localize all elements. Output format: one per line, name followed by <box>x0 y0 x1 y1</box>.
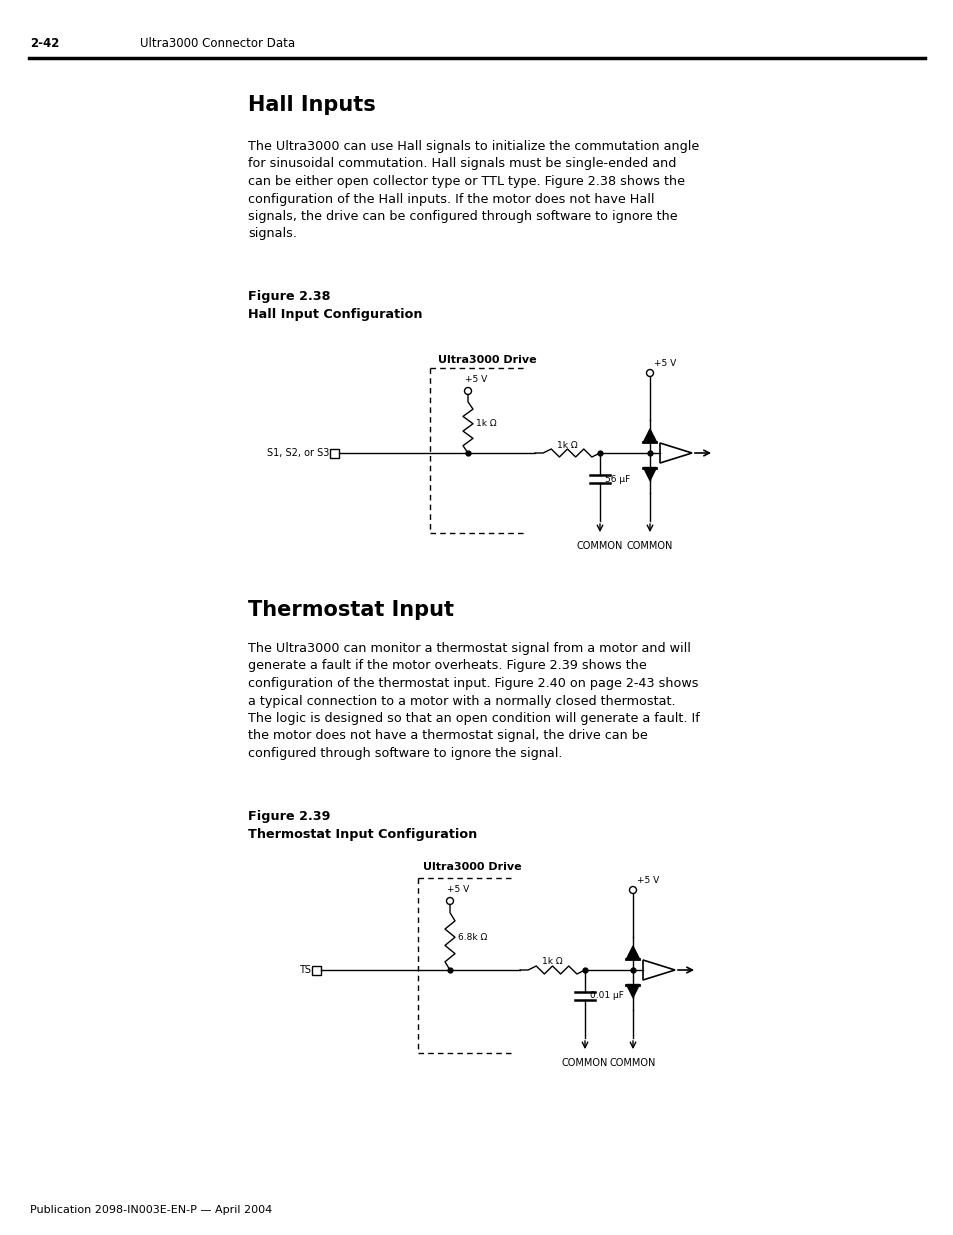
Text: configuration of the Hall inputs. If the motor does not have Hall: configuration of the Hall inputs. If the… <box>248 193 654 205</box>
Text: can be either open collector type or TTL type. Figure 2.38 shows the: can be either open collector type or TTL… <box>248 175 684 188</box>
Text: COMMON: COMMON <box>577 541 622 551</box>
Text: COMMON: COMMON <box>561 1058 608 1068</box>
Text: Hall Inputs: Hall Inputs <box>248 95 375 115</box>
Text: 2-42: 2-42 <box>30 37 59 49</box>
Text: Figure 2.38: Figure 2.38 <box>248 290 330 303</box>
Text: Thermostat Input: Thermostat Input <box>248 600 454 620</box>
Text: Ultra3000 Drive: Ultra3000 Drive <box>422 862 520 872</box>
Polygon shape <box>643 429 656 442</box>
Text: configured through software to ignore the signal.: configured through software to ignore th… <box>248 747 562 760</box>
Text: 6.8k Ω: 6.8k Ω <box>457 932 487 942</box>
Polygon shape <box>659 443 691 463</box>
Bar <box>330 448 339 457</box>
Text: +5 V: +5 V <box>654 359 676 368</box>
Text: generate a fault if the motor overheats. Figure 2.39 shows the: generate a fault if the motor overheats.… <box>248 659 646 673</box>
Text: configuration of the thermostat input. Figure 2.40 on page 2-43 shows: configuration of the thermostat input. F… <box>248 677 698 690</box>
Text: +5 V: +5 V <box>447 885 469 894</box>
Text: 0.01 μF: 0.01 μF <box>589 992 623 1000</box>
Polygon shape <box>643 468 656 480</box>
Text: Ultra3000 Connector Data: Ultra3000 Connector Data <box>140 37 294 49</box>
Text: Ultra3000 Drive: Ultra3000 Drive <box>437 354 536 366</box>
Text: 1k Ω: 1k Ω <box>541 957 562 967</box>
Text: COMMON: COMMON <box>609 1058 656 1068</box>
Text: for sinusoidal commutation. Hall signals must be single-ended and: for sinusoidal commutation. Hall signals… <box>248 158 676 170</box>
Text: Figure 2.39: Figure 2.39 <box>248 810 330 823</box>
Text: The Ultra3000 can use Hall signals to initialize the commutation angle: The Ultra3000 can use Hall signals to in… <box>248 140 699 153</box>
Text: The Ultra3000 can monitor a thermostat signal from a motor and will: The Ultra3000 can monitor a thermostat s… <box>248 642 690 655</box>
Text: 1k Ω: 1k Ω <box>557 441 578 450</box>
Text: TS: TS <box>298 965 311 974</box>
Bar <box>313 966 321 974</box>
Text: Hall Input Configuration: Hall Input Configuration <box>248 308 422 321</box>
Text: Thermostat Input Configuration: Thermostat Input Configuration <box>248 827 476 841</box>
Text: +5 V: +5 V <box>637 876 659 885</box>
Polygon shape <box>626 984 639 998</box>
Text: a typical connection to a motor with a normally closed thermostat.: a typical connection to a motor with a n… <box>248 694 675 708</box>
Text: signals.: signals. <box>248 227 296 241</box>
Text: 1k Ω: 1k Ω <box>476 419 497 429</box>
Polygon shape <box>626 946 639 960</box>
Text: S1, S2, or S3: S1, S2, or S3 <box>266 448 329 458</box>
Text: The logic is designed so that an open condition will generate a fault. If: The logic is designed so that an open co… <box>248 713 699 725</box>
Text: Publication 2098-IN003E-EN-P — April 2004: Publication 2098-IN003E-EN-P — April 200… <box>30 1205 272 1215</box>
Text: signals, the drive can be configured through software to ignore the: signals, the drive can be configured thr… <box>248 210 677 224</box>
Text: the motor does not have a thermostat signal, the drive can be: the motor does not have a thermostat sig… <box>248 730 647 742</box>
Text: +5 V: +5 V <box>464 375 487 384</box>
Text: 56 μF: 56 μF <box>604 474 630 483</box>
Polygon shape <box>642 960 675 981</box>
Text: COMMON: COMMON <box>626 541 673 551</box>
